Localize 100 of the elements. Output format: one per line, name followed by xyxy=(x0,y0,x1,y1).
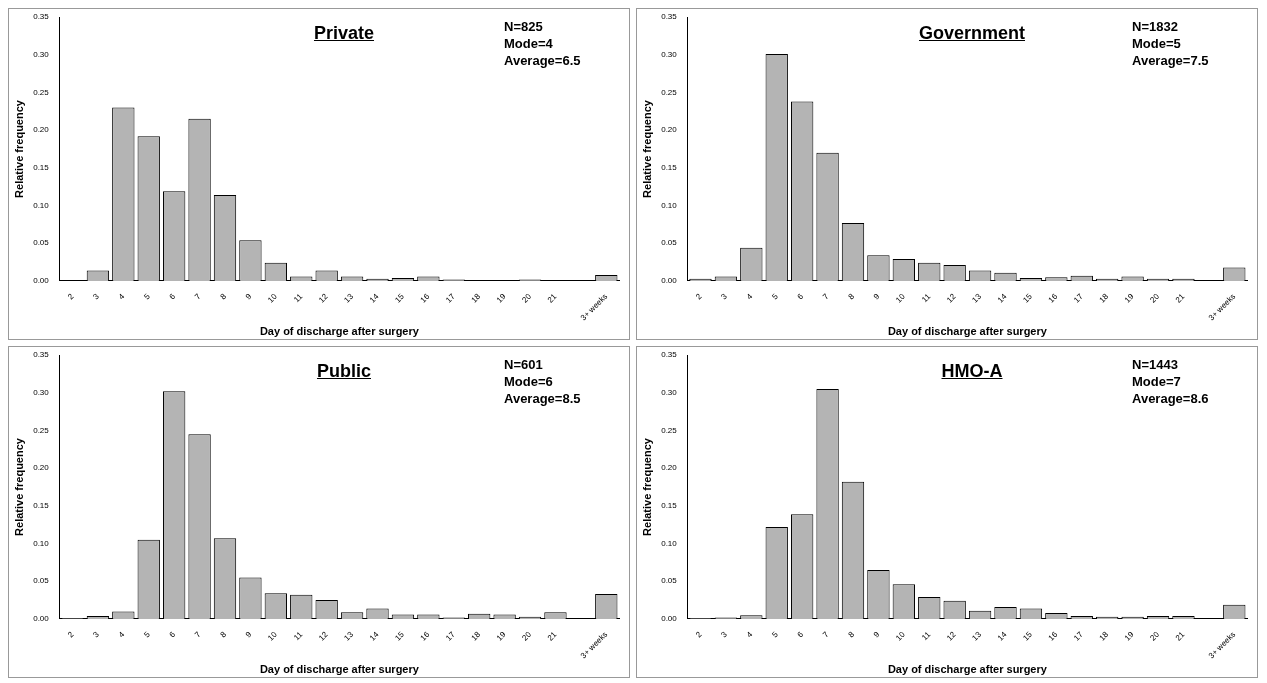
x-tick-label: 9 xyxy=(243,629,254,640)
y-tick-label: 0.10 xyxy=(661,538,678,548)
x-tick-label: 14 xyxy=(367,629,381,643)
x-tick-label: 4 xyxy=(744,291,755,302)
y-axis-title: Relative frequency xyxy=(640,99,653,198)
y-tick-label: 0.35 xyxy=(661,350,678,360)
annotation: Mode=7 xyxy=(1132,374,1181,389)
x-tick-label: 16 xyxy=(1046,629,1060,643)
y-tick-label: 0.00 xyxy=(33,614,50,624)
x-tick-label: 15 xyxy=(393,629,407,643)
x-tick-label: 19 xyxy=(494,291,508,305)
x-tick-label: 6 xyxy=(795,629,806,640)
x-tick-label: 5 xyxy=(142,291,153,302)
x-tick-label: 4 xyxy=(116,629,127,640)
y-axis-title: Relative frequency xyxy=(12,99,25,198)
annotation: N=1443 xyxy=(1132,357,1178,372)
y-tick-label: 0.30 xyxy=(661,387,678,397)
x-tick-label: 2 xyxy=(693,291,704,302)
x-tick-label: 7 xyxy=(193,629,203,640)
y-axis-title: Relative frequency xyxy=(12,437,25,536)
y-tick-label: 0.15 xyxy=(33,163,50,173)
y-tick-label: 0.20 xyxy=(661,463,678,473)
x-axis-title: Day of discharge after surgery xyxy=(259,325,420,338)
y-tick-label: 0.10 xyxy=(33,200,50,210)
y-tick-label: 0.35 xyxy=(33,350,50,360)
x-tick-label: 10 xyxy=(894,629,908,643)
x-axis-title: Day of discharge after surgery xyxy=(887,663,1048,676)
x-axis-title: Day of discharge after surgery xyxy=(887,325,1048,338)
x-tick-label: 20 xyxy=(1148,629,1162,643)
x-tick-label: 6 xyxy=(167,291,178,302)
x-tick-label: 8 xyxy=(218,629,229,640)
x-tick-label: 20 xyxy=(1148,291,1162,305)
x-tick-label: 18 xyxy=(1097,291,1111,305)
x-tick-label: 16 xyxy=(418,291,432,305)
x-tick-label: 6 xyxy=(167,629,178,640)
annotation: Mode=4 xyxy=(504,36,554,51)
x-tick-label: 12 xyxy=(944,291,959,305)
x-tick-label: 14 xyxy=(995,291,1009,305)
x-tick-label: 9 xyxy=(871,629,882,640)
y-tick-label: 0.00 xyxy=(661,276,678,286)
x-tick-label: 19 xyxy=(1122,291,1136,305)
y-tick-label: 0.10 xyxy=(33,538,50,548)
x-tick-label: 10 xyxy=(266,629,280,643)
y-tick-label: 0.10 xyxy=(661,200,678,210)
chart-title: Public xyxy=(316,361,371,381)
annotation: Average=6.5 xyxy=(504,53,581,68)
x-tick-label: 7 xyxy=(821,291,831,302)
x-tick-label: 19 xyxy=(494,629,508,643)
x-tick-label: 13 xyxy=(970,291,984,305)
x-tick-label: 14 xyxy=(995,629,1009,643)
x-tick-label: 18 xyxy=(469,629,483,643)
chart-title: HMO-A xyxy=(941,361,1003,381)
x-tick-label: 10 xyxy=(266,291,280,305)
x-tick-label: 3 xyxy=(91,629,102,640)
annotation: N=601 xyxy=(504,357,543,372)
annotation: Mode=6 xyxy=(504,374,553,389)
x-tick-label: 12 xyxy=(316,291,331,305)
chart-title: Private xyxy=(313,23,375,43)
y-tick-label: 0.00 xyxy=(661,614,678,624)
x-tick-label: 11 xyxy=(919,629,933,643)
x-tick-label: 17 xyxy=(1072,629,1086,643)
x-axis-title: Day of discharge after surgery xyxy=(259,663,420,676)
y-tick-label: 0.05 xyxy=(661,238,678,248)
annotation: Average=8.5 xyxy=(504,391,581,406)
x-tick-label: 2 xyxy=(693,629,704,640)
x-tick-label: 11 xyxy=(291,291,305,305)
x-tick-label: 17 xyxy=(444,629,458,643)
x-tick-label: 21 xyxy=(1173,629,1187,643)
y-tick-label: 0.05 xyxy=(33,576,50,586)
x-tick-label: 10 xyxy=(894,291,908,305)
annotation: Average=8.6 xyxy=(1132,391,1209,406)
x-tick-label: 15 xyxy=(1021,629,1035,643)
x-tick-label: 8 xyxy=(846,291,857,302)
x-tick-label: 13 xyxy=(970,629,984,643)
chart-title: Government xyxy=(918,23,1026,43)
x-tick-label: 15 xyxy=(1021,291,1035,305)
x-tick-label: 21 xyxy=(545,291,559,305)
y-tick-label: 0.00 xyxy=(33,276,50,286)
x-tick-label: 3 xyxy=(719,291,730,302)
x-tick-label: 14 xyxy=(367,291,381,305)
annotation: N=1832 xyxy=(1132,19,1178,34)
x-tick-label: 12 xyxy=(316,629,331,643)
y-tick-label: 0.20 xyxy=(661,125,678,135)
x-tick-label: 21 xyxy=(545,629,559,643)
x-tick-label: 7 xyxy=(821,629,831,640)
y-tick-label: 0.25 xyxy=(33,425,50,435)
x-tick-label: 4 xyxy=(116,291,127,302)
y-tick-label: 0.25 xyxy=(661,87,678,97)
x-tick-label: 5 xyxy=(770,291,781,302)
x-tick-label: 3 xyxy=(719,629,730,640)
x-tick-label: 18 xyxy=(1097,629,1111,643)
x-tick-label: 18 xyxy=(469,291,483,305)
x-tick-label: 2 xyxy=(65,291,76,302)
x-tick-label: 16 xyxy=(418,629,432,643)
x-tick-label: 17 xyxy=(444,291,458,305)
y-tick-label: 0.20 xyxy=(33,463,50,473)
x-tick-label: 11 xyxy=(919,291,933,305)
y-tick-label: 0.35 xyxy=(661,12,678,22)
y-tick-label: 0.05 xyxy=(33,238,50,248)
x-tick-label: 11 xyxy=(291,629,305,643)
